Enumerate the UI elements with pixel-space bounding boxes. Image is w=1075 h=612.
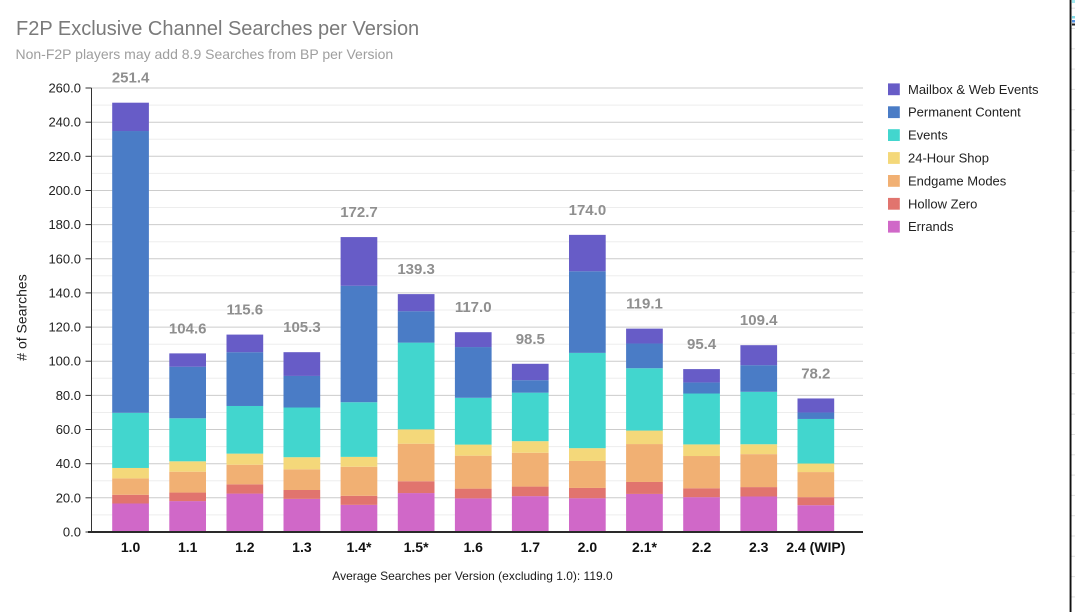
- svg-text:20.0: 20.0: [56, 490, 81, 505]
- svg-text:2.0: 2.0: [578, 539, 598, 555]
- svg-text:60.0: 60.0: [56, 422, 81, 437]
- svg-text:1.0: 1.0: [121, 539, 141, 555]
- svg-text:# of Searches: # of Searches: [14, 274, 30, 360]
- svg-text:240.0: 240.0: [48, 115, 81, 130]
- svg-text:0.0: 0.0: [63, 525, 81, 540]
- svg-text:105.3: 105.3: [283, 319, 321, 336]
- svg-text:1.4*: 1.4*: [347, 539, 372, 555]
- svg-text:104.6: 104.6: [169, 320, 207, 337]
- svg-text:1.2: 1.2: [235, 539, 255, 555]
- svg-text:260.0: 260.0: [48, 81, 81, 96]
- svg-text:80.0: 80.0: [56, 388, 81, 403]
- svg-text:Hollow Zero: Hollow Zero: [908, 196, 977, 211]
- svg-text:78.2: 78.2: [801, 366, 830, 383]
- svg-text:120.0: 120.0: [48, 320, 81, 335]
- svg-text:174.0: 174.0: [569, 202, 607, 219]
- svg-text:139.3: 139.3: [397, 261, 435, 278]
- svg-text:F2P Exclusive Channel Searches: F2P Exclusive Channel Searches per Versi…: [16, 18, 419, 40]
- svg-text:2.1*: 2.1*: [632, 539, 657, 555]
- svg-text:2.2: 2.2: [692, 539, 712, 555]
- svg-text:180.0: 180.0: [48, 217, 81, 232]
- svg-text:119.1: 119.1: [626, 296, 663, 313]
- svg-text:24-Hour Shop: 24-Hour Shop: [908, 151, 989, 166]
- svg-text:2.4 (WIP): 2.4 (WIP): [786, 539, 845, 555]
- svg-text:Non-F2P players may add 8.9 Se: Non-F2P players may add 8.9 Searches fro…: [16, 46, 394, 62]
- svg-text:172.7: 172.7: [340, 204, 378, 221]
- svg-text:1.7: 1.7: [521, 539, 541, 555]
- svg-text:1.3: 1.3: [292, 539, 312, 555]
- svg-text:Events: Events: [908, 128, 948, 143]
- svg-text:Permanent Content: Permanent Content: [908, 105, 1021, 120]
- svg-text:98.5: 98.5: [516, 331, 545, 348]
- svg-text:Mailbox & Web Events: Mailbox & Web Events: [908, 82, 1039, 97]
- svg-text:1.1: 1.1: [178, 539, 198, 555]
- svg-text:115.6: 115.6: [226, 302, 263, 319]
- svg-text:200.0: 200.0: [48, 183, 81, 198]
- svg-text:140.0: 140.0: [48, 285, 81, 300]
- svg-text:117.0: 117.0: [455, 299, 492, 316]
- svg-text:2.3: 2.3: [749, 539, 769, 555]
- svg-text:95.4: 95.4: [687, 336, 717, 353]
- svg-text:Errands: Errands: [908, 219, 954, 234]
- svg-text:Average Searches per Version (: Average Searches per Version (excluding …: [332, 569, 613, 583]
- svg-text:100.0: 100.0: [48, 354, 81, 369]
- svg-text:Endgame Modes: Endgame Modes: [908, 173, 1007, 188]
- svg-text:160.0: 160.0: [48, 251, 81, 266]
- svg-text:1.6: 1.6: [463, 539, 483, 555]
- svg-text:251.4: 251.4: [112, 70, 150, 87]
- svg-text:220.0: 220.0: [48, 149, 81, 164]
- svg-text:40.0: 40.0: [56, 456, 81, 471]
- svg-text:1.5*: 1.5*: [404, 539, 429, 555]
- svg-text:109.4: 109.4: [740, 312, 778, 329]
